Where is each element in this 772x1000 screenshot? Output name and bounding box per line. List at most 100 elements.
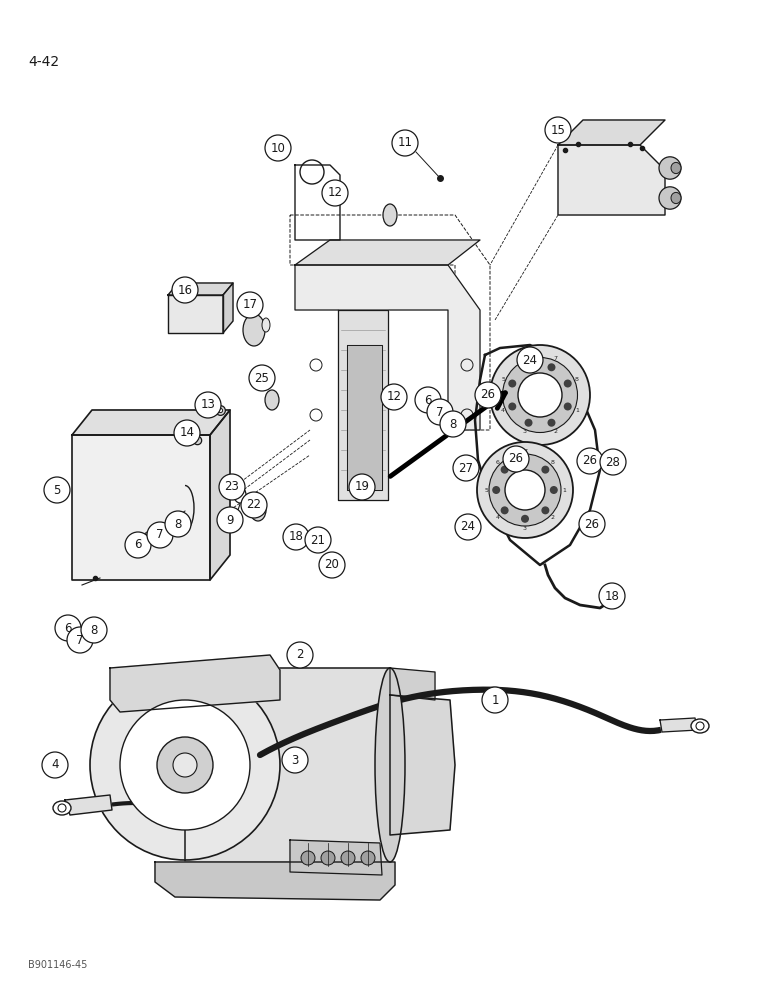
Circle shape [147, 522, 173, 548]
Text: 7: 7 [156, 528, 164, 542]
Circle shape [521, 457, 529, 465]
Polygon shape [558, 120, 665, 145]
Circle shape [125, 532, 151, 558]
Circle shape [44, 477, 70, 503]
Circle shape [518, 373, 562, 417]
Circle shape [287, 642, 313, 668]
Text: 16: 16 [178, 284, 192, 296]
Circle shape [489, 454, 561, 526]
Circle shape [524, 363, 533, 371]
Circle shape [564, 402, 572, 410]
Text: 5: 5 [501, 377, 505, 382]
Ellipse shape [53, 801, 71, 815]
Circle shape [361, 851, 375, 865]
Circle shape [195, 392, 221, 418]
Polygon shape [390, 668, 435, 700]
Circle shape [440, 411, 466, 437]
Text: 18: 18 [604, 589, 619, 602]
Circle shape [165, 511, 191, 537]
Text: 18: 18 [289, 530, 303, 544]
Circle shape [217, 507, 243, 533]
Circle shape [599, 583, 625, 609]
Text: 12: 12 [327, 186, 343, 200]
Text: 4: 4 [51, 758, 59, 772]
Circle shape [550, 486, 558, 494]
Circle shape [174, 420, 200, 446]
Circle shape [455, 514, 481, 540]
Text: 22: 22 [246, 498, 262, 512]
Circle shape [505, 470, 545, 510]
Text: 8: 8 [174, 518, 181, 530]
Circle shape [577, 448, 603, 474]
Text: 10: 10 [270, 141, 286, 154]
Text: 20: 20 [324, 558, 340, 572]
Circle shape [524, 419, 533, 427]
Polygon shape [390, 695, 455, 835]
Ellipse shape [388, 389, 400, 407]
Text: 15: 15 [550, 123, 565, 136]
Ellipse shape [671, 162, 681, 174]
Circle shape [541, 466, 550, 474]
Text: 3: 3 [291, 754, 299, 766]
Text: 24: 24 [523, 354, 537, 366]
Ellipse shape [691, 719, 709, 733]
Circle shape [564, 380, 572, 388]
Polygon shape [290, 840, 382, 875]
Circle shape [500, 466, 509, 474]
Circle shape [282, 747, 308, 773]
Text: 1: 1 [491, 694, 499, 706]
Circle shape [541, 506, 550, 514]
Circle shape [392, 130, 418, 156]
Text: 24: 24 [461, 520, 476, 534]
Text: 5: 5 [53, 484, 61, 496]
Ellipse shape [659, 157, 681, 179]
Text: 19: 19 [354, 481, 370, 493]
Circle shape [90, 670, 280, 860]
Text: 7: 7 [554, 356, 557, 361]
Text: 4-42: 4-42 [28, 55, 59, 69]
Text: 26: 26 [480, 388, 496, 401]
Circle shape [241, 492, 267, 518]
Polygon shape [660, 718, 698, 732]
Circle shape [579, 511, 605, 537]
Circle shape [503, 446, 529, 472]
Circle shape [427, 399, 453, 425]
Circle shape [475, 382, 501, 408]
Polygon shape [210, 410, 230, 580]
Text: 2: 2 [554, 429, 557, 434]
Circle shape [265, 135, 291, 161]
Circle shape [545, 117, 571, 143]
Polygon shape [347, 345, 382, 490]
Ellipse shape [234, 487, 246, 503]
Text: 5: 5 [484, 488, 488, 492]
Text: 26: 26 [509, 452, 523, 466]
Polygon shape [72, 435, 210, 580]
Text: 7: 7 [76, 634, 83, 647]
Circle shape [521, 515, 529, 523]
Text: 8: 8 [550, 460, 554, 465]
Circle shape [237, 292, 263, 318]
Circle shape [482, 687, 508, 713]
Text: 13: 13 [201, 398, 215, 412]
Ellipse shape [250, 499, 266, 521]
Polygon shape [168, 283, 233, 295]
Text: 7: 7 [436, 406, 444, 418]
Circle shape [547, 363, 556, 371]
Circle shape [415, 387, 441, 413]
Circle shape [503, 358, 577, 432]
Circle shape [349, 474, 375, 500]
Polygon shape [110, 655, 280, 712]
Text: 17: 17 [242, 298, 258, 312]
Ellipse shape [375, 668, 405, 862]
Text: 8: 8 [449, 418, 457, 430]
Circle shape [172, 277, 198, 303]
Circle shape [283, 524, 309, 550]
Text: 3: 3 [523, 429, 527, 434]
Circle shape [81, 617, 107, 643]
Circle shape [493, 486, 500, 494]
Circle shape [453, 455, 479, 481]
Circle shape [219, 474, 245, 500]
Circle shape [508, 380, 516, 388]
Text: 6: 6 [496, 460, 499, 465]
Text: 27: 27 [459, 462, 473, 475]
